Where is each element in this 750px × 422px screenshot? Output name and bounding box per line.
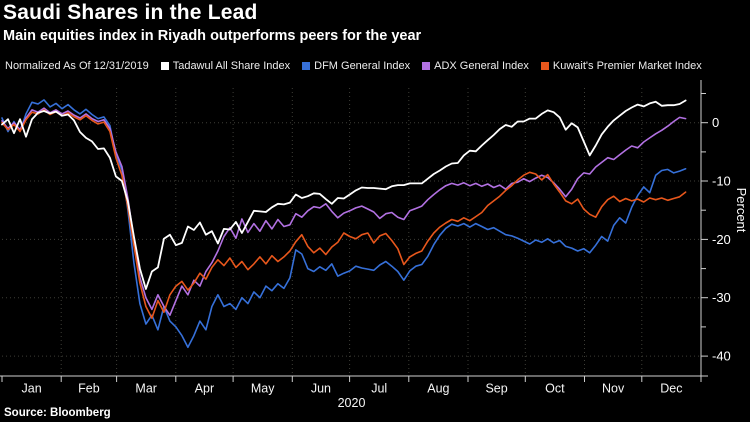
x-tick-label: Jan [22, 382, 42, 396]
series-line-dfm-general-index [1, 99, 687, 349]
x-tick-label: Mar [135, 382, 157, 396]
legend-item: Kuwait's Premier Market Index [540, 60, 702, 72]
legend-note: Normalized As Of 12/31/2019 [5, 60, 149, 72]
series-line-kuwait-s-premier-market-index [1, 109, 687, 319]
legend-label: ADX General Index [434, 60, 529, 72]
x-tick-label: Dec [660, 382, 682, 396]
legend-swatch [160, 62, 169, 70]
legend-swatch [422, 62, 431, 70]
legend-item: DFM General Index [302, 60, 410, 72]
source-attribution: Source: Bloomberg [4, 407, 111, 419]
x-tick-label: Nov [602, 382, 625, 396]
y-tick-label: -10 [712, 174, 731, 189]
y-axis-title: Percent [734, 188, 749, 233]
series-line-adx-general-index [1, 107, 687, 317]
y-tick-label: 0 [712, 115, 719, 130]
x-tick-label: Sep [485, 382, 507, 396]
x-tick-label: Jun [311, 382, 331, 396]
series-line-tadawul-all-share-index [1, 99, 687, 290]
legend-item: ADX General Index [422, 60, 529, 72]
legend-label: Kuwait's Premier Market Index [552, 60, 702, 72]
legend-label: Tadawul All Share Index [172, 60, 291, 72]
legend-item: Tadawul All Share Index [160, 60, 291, 72]
page-title: Saudi Shares in the Lead [3, 1, 258, 24]
x-tick-label: Oct [545, 382, 565, 396]
legend-label: DFM General Index [314, 60, 411, 72]
y-tick-label: -40 [712, 349, 731, 364]
year-label: 2020 [338, 396, 366, 410]
y-tick-label: -30 [712, 290, 731, 305]
legend-swatch [302, 62, 311, 70]
legend-swatch [540, 62, 549, 70]
x-tick-label: Apr [195, 382, 214, 396]
legend: Normalized As Of 12/31/2019 Tadawul All … [5, 60, 702, 72]
y-tick-label: -20 [712, 232, 731, 247]
x-tick-label: Jul [371, 382, 387, 396]
page-subtitle: Main equities index in Riyadh outperform… [3, 28, 422, 44]
x-tick-label: May [251, 382, 275, 396]
x-tick-label: Aug [427, 382, 449, 396]
x-tick-label: Feb [78, 382, 100, 396]
